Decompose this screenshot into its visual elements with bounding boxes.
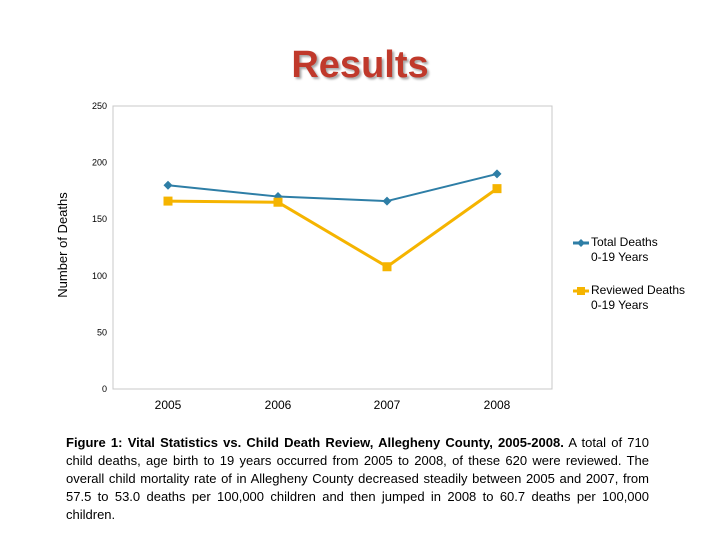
y-tick-label: 200: [92, 158, 107, 168]
series-line-2: [167, 187, 498, 269]
data-point: [492, 184, 502, 194]
caption-label: Figure 1: Vital Statistics vs. Child Dea…: [66, 435, 564, 450]
x-tick-label: 2007: [374, 398, 401, 412]
legend-swatch-marker: [577, 287, 585, 295]
y-tick-label: 50: [97, 327, 107, 337]
data-point: [382, 262, 392, 272]
slide-title: Results: [291, 44, 429, 86]
data-point: [492, 169, 502, 179]
data-point: [163, 196, 173, 206]
legend-swatch-marker: [577, 239, 585, 247]
line-chart: 0 50 100 150 200 250 2005 2006 2007 2008 Total Dea…: [55, 101, 685, 412]
x-tick-label: 2005: [155, 398, 182, 412]
data-point: [273, 197, 283, 207]
series-line-1: [167, 172, 498, 203]
y-tick-label: 100: [92, 271, 107, 281]
x-tick-label: 2006: [265, 398, 292, 412]
legend-label: Total Deaths 0-19 Years: [591, 235, 658, 264]
y-axis-label: Number of Deaths: [55, 192, 70, 298]
y-tick-label: 0: [102, 384, 107, 394]
x-tick-label: 2008: [484, 398, 511, 412]
figure-caption: Figure 1: Vital Statistics vs. Child Dea…: [66, 434, 649, 524]
data-point: [382, 196, 392, 206]
legend-label: Reviewed Deaths 0-19 Years: [591, 283, 685, 312]
caption-text: A total of 710 child deaths, age birth t…: [66, 435, 649, 522]
y-tick-label: 250: [92, 101, 107, 111]
plot-frame: [112, 105, 553, 390]
data-point: [163, 180, 173, 190]
y-tick-label: 150: [92, 214, 107, 224]
